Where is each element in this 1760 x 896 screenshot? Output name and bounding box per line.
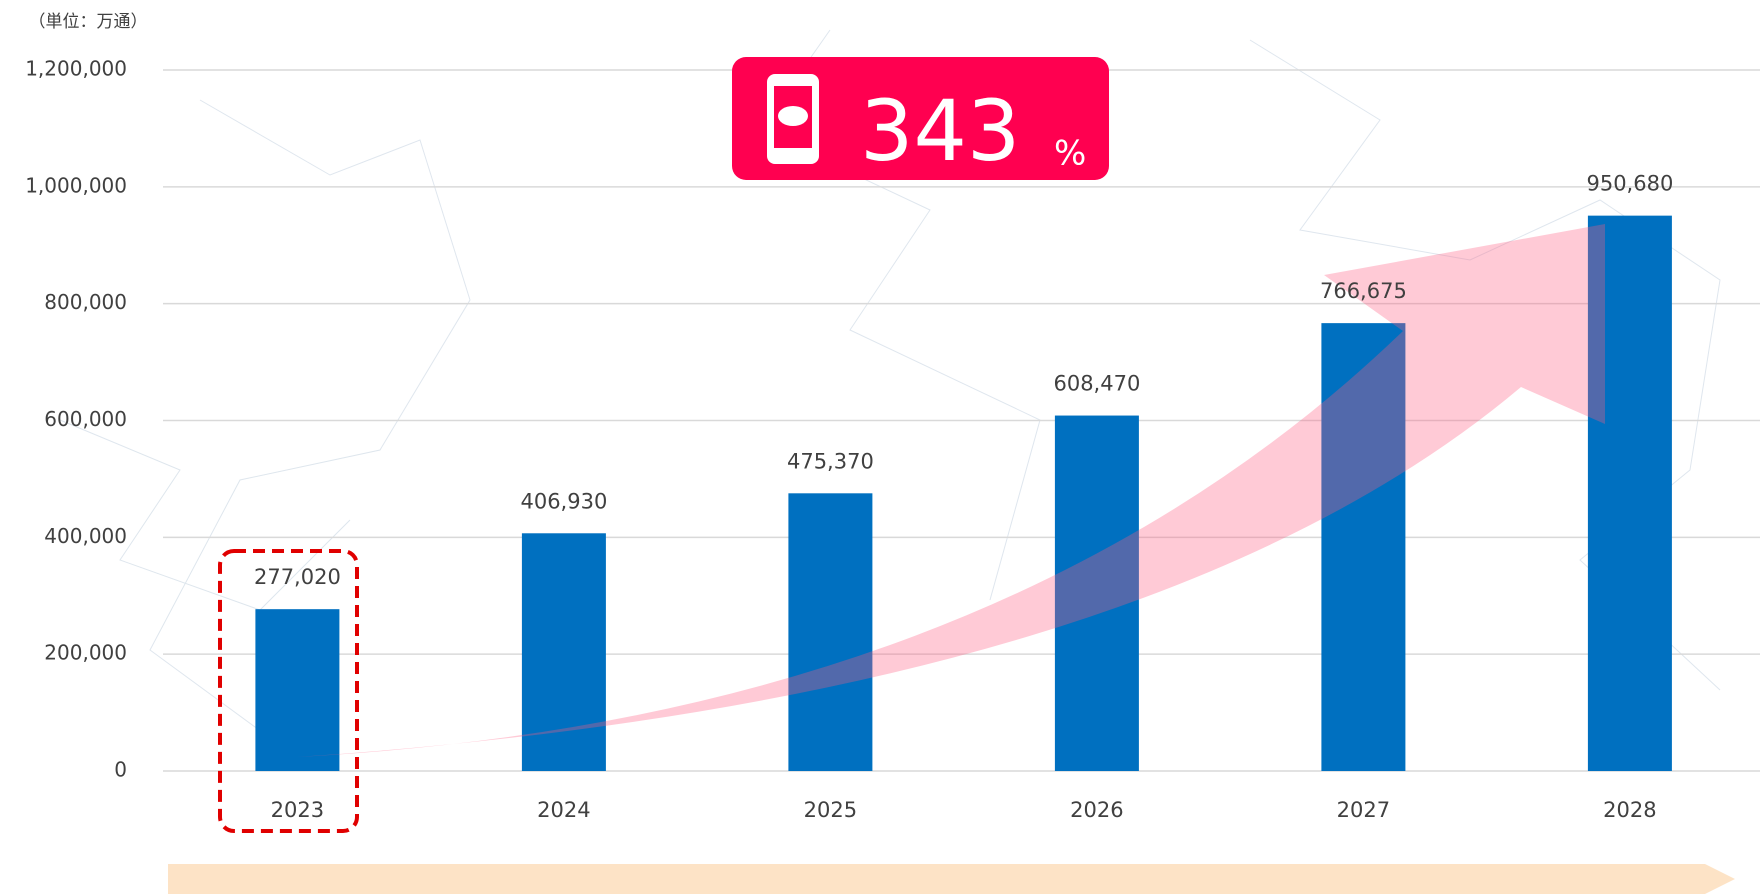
x-tick-label: 2025	[804, 798, 857, 822]
chart: （単位：万通） 0 200,000 400,000 600,000 800,000 1,0…	[0, 0, 1760, 896]
x-tick-label: 2028	[1603, 798, 1656, 822]
bar	[522, 533, 606, 771]
y-tick-label: 400,000	[44, 524, 127, 548]
value-label: 277,020	[254, 565, 341, 589]
x-tick-label: 2026	[1070, 798, 1123, 822]
y-tick-label: 1,200,000	[25, 57, 127, 81]
callout: 343 %	[732, 57, 1109, 180]
value-label: 950,680	[1586, 172, 1673, 196]
x-tick-label: 2024	[537, 798, 590, 822]
time-arrow	[168, 864, 1735, 894]
x-tick-label: 2023	[271, 798, 324, 822]
y-tick-label: 0	[114, 758, 127, 782]
x-tick-label: 2027	[1337, 798, 1390, 822]
bar	[788, 493, 872, 771]
bar	[255, 609, 339, 771]
value-label: 475,370	[787, 449, 874, 473]
y-tick-label: 200,000	[44, 641, 127, 665]
callout-unit: %	[1054, 134, 1086, 174]
y-tick-label: 800,000	[44, 290, 127, 314]
y-tick-label: 600,000	[44, 407, 127, 431]
unit-label: （単位：万通）	[29, 12, 148, 32]
sms-bubble	[778, 106, 808, 126]
value-label: 608,470	[1053, 372, 1140, 396]
y-tick-label: 1,000,000	[25, 173, 127, 197]
value-label: 766,675	[1320, 279, 1407, 303]
value-label: 406,930	[520, 489, 607, 513]
callout-value: 343	[860, 82, 1020, 180]
